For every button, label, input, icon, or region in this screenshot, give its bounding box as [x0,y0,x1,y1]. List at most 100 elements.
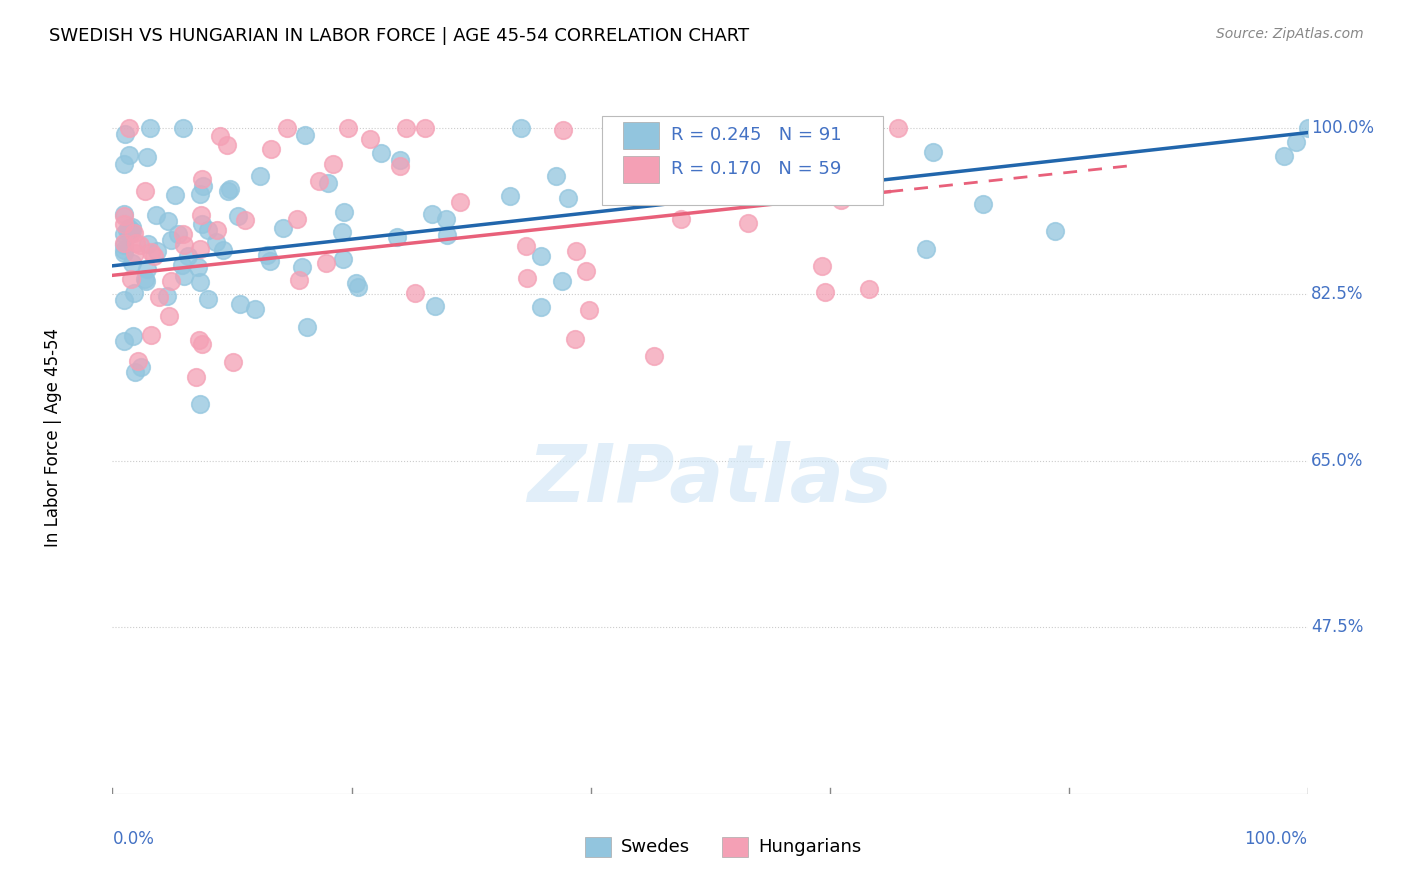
Point [219,181,242,195]
Text: Swedes: Swedes [620,838,689,856]
Point [172,120,194,135]
Point [188,276,211,290]
Point [187,260,209,274]
Point [337,120,360,135]
Point [394,120,416,135]
Point [389,153,412,167]
Point [122,329,145,343]
Point [385,229,408,244]
Point [197,292,219,306]
Point [127,354,149,368]
Point [830,193,852,207]
Point [114,293,135,307]
Text: SWEDISH VS HUNGARIAN IN LABOR FORCE | AGE 45-54 CORRELATION CHART: SWEDISH VS HUNGARIAN IN LABOR FORCE | AG… [49,27,749,45]
Point [191,178,214,193]
Point [114,238,135,252]
Point [114,227,135,242]
Point [578,302,600,317]
Point [285,211,308,226]
Point [134,274,156,288]
Point [228,209,250,223]
Point [173,269,195,284]
Point [217,184,239,198]
Text: 47.5%: 47.5% [1312,618,1364,636]
Point [118,147,141,161]
Point [295,320,318,334]
Point [315,256,337,270]
Point [551,274,574,288]
Point [516,271,538,285]
Point [530,249,553,263]
Point [330,226,353,240]
Point [114,207,135,221]
Point [271,221,294,235]
Point [118,220,141,235]
Point [243,301,266,316]
Point [233,213,256,227]
Point [370,146,392,161]
Point [436,212,458,227]
Point [228,297,250,311]
Point [294,128,316,142]
Point [155,289,177,303]
Point [125,235,148,250]
Point [754,155,776,169]
Point [249,169,271,184]
Point [344,276,367,290]
Point [332,204,354,219]
Point [613,173,636,187]
Point [1272,149,1295,163]
Point [114,245,135,260]
Point [811,260,834,274]
Point [156,214,179,228]
Point [141,245,163,260]
Point [139,328,162,343]
Point [423,299,446,313]
Point [160,274,183,288]
Point [177,249,200,263]
Point [148,290,170,304]
Point [114,127,136,141]
Point [114,156,135,170]
Point [388,159,411,173]
Point [136,150,159,164]
Point [122,285,145,300]
Text: R = 0.170   N = 59: R = 0.170 N = 59 [671,161,841,178]
Point [134,272,156,286]
Point [129,360,152,375]
Point [260,142,283,156]
Point [449,194,471,209]
Point [914,242,936,256]
Point [858,282,880,296]
Bar [623,121,658,149]
Point [1285,135,1308,149]
Point [291,260,314,274]
Text: 100.0%: 100.0% [1312,119,1374,136]
Text: 82.5%: 82.5% [1312,285,1364,303]
Point [120,271,142,285]
Point [259,254,281,268]
Point [122,226,145,240]
Point [669,211,692,226]
Point [121,256,143,270]
Text: ZIPatlas: ZIPatlas [527,441,893,519]
Point [922,145,945,160]
Point [575,264,598,278]
Point [509,121,531,136]
Point [166,227,188,241]
Point [145,208,167,222]
Bar [585,838,610,857]
Point [114,209,135,223]
Point [217,137,239,152]
Point [134,185,156,199]
Point [256,248,278,262]
Text: 100.0%: 100.0% [1244,830,1308,847]
Text: 65.0%: 65.0% [1312,452,1364,470]
Text: Hungarians: Hungarians [758,838,860,856]
Point [120,227,142,241]
Point [211,243,233,257]
Point [114,334,135,348]
Text: 0.0%: 0.0% [112,830,155,847]
Point [287,272,309,286]
Point [633,120,655,135]
